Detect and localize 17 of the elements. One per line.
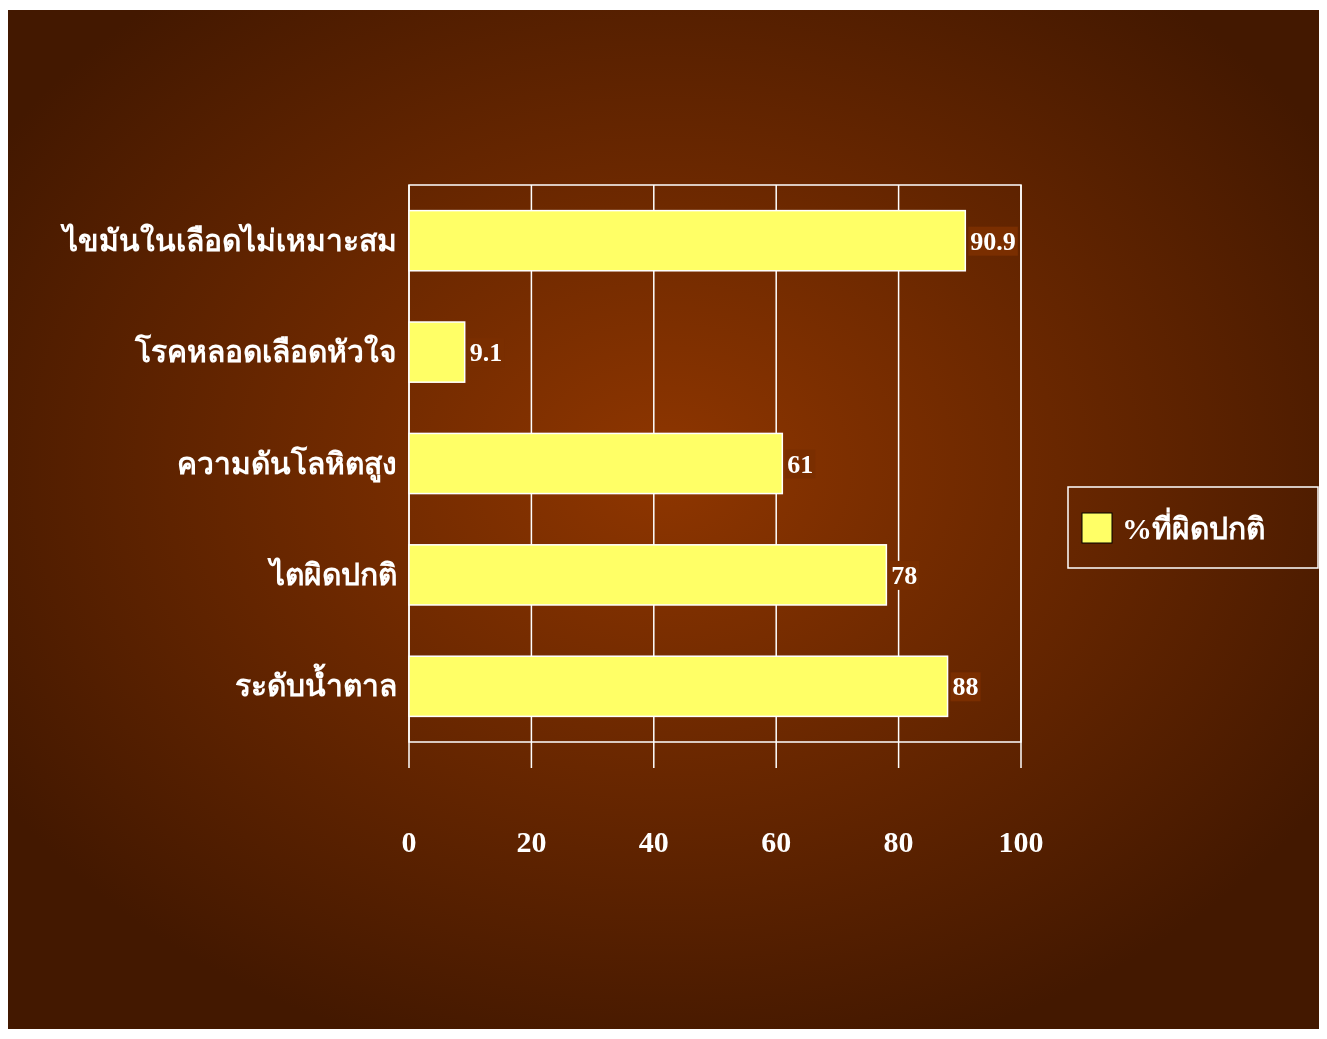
x-tick-label: 80 [883, 825, 914, 858]
y-tick-label: ไขมันในเลือดไม่เหมาะสม [60, 222, 397, 257]
text: %ที่ผิดปกติ [1122, 507, 1265, 545]
x-tick-label: 40 [638, 825, 669, 858]
y-tick-label: ความดันโลหิตสูง [177, 444, 397, 483]
data-label: 78 [891, 560, 918, 590]
data-label: 88 [952, 672, 979, 702]
x-tick-label: 60 [761, 825, 792, 858]
y-tick-label: โรคหลอดเลือดหัวใจ [134, 333, 397, 369]
x-tick-label: 20 [516, 825, 547, 858]
y-tick-label: ไตผิดปกติ [267, 556, 397, 591]
data-label: 9.1 [469, 338, 503, 368]
data-label: 90.9 [970, 226, 1016, 256]
x-tick-label: 100 [998, 825, 1044, 858]
data-label: 61 [787, 449, 814, 479]
y-tick-label: ระดับน้ำตาล [235, 663, 397, 703]
x-tick-label: 0 [401, 825, 417, 858]
